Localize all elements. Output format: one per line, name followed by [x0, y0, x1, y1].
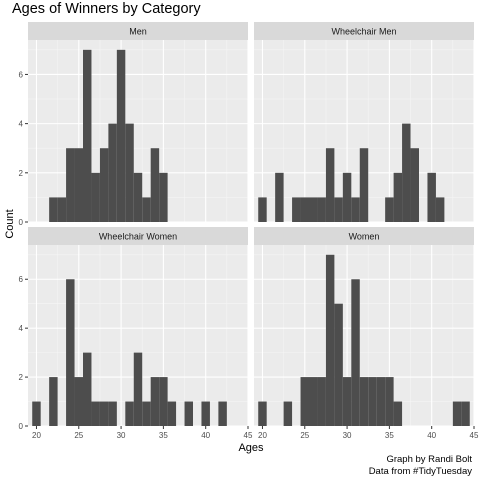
facet-strip-wheelchair-women [28, 227, 248, 245]
bar-wheelchair-women-29 [108, 401, 117, 426]
bar-wheelchair-men-36 [393, 172, 403, 222]
bar-wheelchair-women-35 [159, 377, 168, 426]
bar-men-24 [66, 148, 75, 222]
x-tick-label: 20 [32, 431, 41, 440]
bar-wheelchair-men-27 [317, 197, 326, 222]
x-tick-label: 35 [385, 431, 394, 440]
y-tick-label: 0 [19, 422, 24, 431]
bar-wheelchair-women-27 [91, 401, 100, 426]
bar-wheelchair-men-32 [359, 148, 369, 222]
x-tick-label: 25 [300, 431, 309, 440]
bar-wheelchair-men-29 [334, 197, 343, 222]
bar-men-25 [74, 148, 83, 222]
x-tick-label: 30 [343, 431, 352, 440]
facet-label-men: Men [129, 27, 147, 37]
bar-women-31 [351, 279, 360, 426]
x-tick-label: 30 [117, 431, 126, 440]
bar-men-23 [57, 197, 67, 222]
bar-wheelchair-women-32 [133, 352, 143, 426]
bar-wheelchair-men-28 [325, 148, 335, 222]
y-tick-label: 4 [19, 324, 24, 333]
bar-women-34 [376, 377, 386, 426]
bar-men-35 [159, 172, 168, 222]
caption-author: Graph by Randi Bolt [386, 454, 472, 465]
bar-men-22 [49, 197, 58, 222]
facet-label-wheelchair-women: Wheelchair Women [99, 232, 177, 242]
bar-wheelchair-men-20 [258, 197, 267, 222]
bar-wheelchair-men-26 [309, 197, 318, 222]
x-tick-label: 45 [244, 431, 253, 440]
bar-wheelchair-men-31 [351, 197, 360, 222]
x-tick-label: 40 [427, 431, 436, 440]
bar-wheelchair-women-24 [66, 279, 75, 426]
y-tick-label: 6 [19, 275, 24, 284]
facet-label-women: Women [349, 232, 380, 242]
bar-women-43 [452, 401, 462, 426]
bar-wheelchair-women-26 [83, 352, 92, 426]
bar-women-32 [359, 377, 369, 426]
bar-wheelchair-men-22 [275, 172, 284, 222]
caption-source: Data from #TidyTuesday [368, 465, 472, 477]
y-tick-label: 6 [19, 70, 24, 79]
facet-strip-women [254, 227, 474, 245]
y-axis-title: Count [4, 209, 16, 238]
x-tick-label: 20 [258, 431, 267, 440]
bar-wheelchair-women-22 [49, 377, 58, 426]
bar-wheelchair-women-40 [201, 401, 210, 426]
bar-women-44 [461, 401, 470, 426]
bar-wheelchair-women-28 [99, 401, 109, 426]
facet-strip-wheelchair-men [254, 22, 474, 40]
bar-wheelchair-women-36 [167, 401, 177, 426]
x-tick-label: 45 [470, 431, 479, 440]
bar-men-32 [133, 172, 143, 222]
bar-men-27 [91, 172, 100, 222]
y-tick-label: 4 [19, 120, 24, 129]
caption: Graph by Randi Bolt Data from #TidyTuesd… [369, 454, 472, 477]
bar-women-36 [393, 401, 403, 426]
bar-women-27 [317, 377, 326, 426]
x-axis-title: Ages [238, 442, 264, 454]
bar-men-33 [142, 197, 151, 222]
bar-women-28 [325, 254, 335, 426]
bar-wheelchair-men-37 [402, 123, 411, 222]
bar-men-29 [108, 123, 117, 222]
bar-men-26 [83, 49, 92, 223]
bar-women-23 [283, 401, 293, 426]
y-tick-label: 0 [19, 218, 24, 227]
bar-wheelchair-women-38 [184, 401, 193, 426]
bar-women-29 [334, 303, 343, 426]
chart-title: Ages of Winners by Category [12, 1, 201, 17]
x-tick-label: 25 [74, 431, 83, 440]
facet-label-wheelchair-men: Wheelchair Men [331, 27, 396, 37]
bar-wheelchair-men-41 [435, 197, 445, 222]
bar-wheelchair-women-25 [74, 377, 83, 426]
facet-strip-men [28, 22, 248, 40]
bar-wheelchair-women-31 [125, 401, 134, 426]
bar-women-30 [342, 377, 352, 426]
x-tick-label: 40 [201, 431, 210, 440]
bar-wheelchair-men-38 [410, 148, 419, 222]
bar-wheelchair-men-35 [385, 197, 394, 222]
y-tick-label: 2 [19, 373, 24, 382]
bar-wheelchair-men-25 [300, 197, 309, 222]
bar-wheelchair-women-33 [142, 401, 151, 426]
bar-wheelchair-men-40 [427, 172, 436, 222]
bar-wheelchair-men-30 [342, 172, 352, 222]
bar-wheelchair-women-34 [150, 377, 160, 426]
bar-wheelchair-women-42 [218, 401, 227, 426]
bar-men-28 [99, 148, 109, 222]
bar-women-26 [309, 377, 318, 426]
bar-men-34 [150, 148, 160, 222]
bar-women-20 [258, 401, 267, 426]
bar-women-25 [300, 377, 309, 426]
bar-women-35 [385, 377, 394, 426]
bar-men-31 [125, 123, 134, 222]
bar-wheelchair-women-20 [32, 401, 41, 426]
x-tick-label: 35 [159, 431, 168, 440]
bar-men-30 [116, 49, 126, 223]
y-tick-label: 2 [19, 169, 24, 178]
bar-women-33 [368, 377, 377, 426]
bar-wheelchair-men-24 [292, 197, 301, 222]
